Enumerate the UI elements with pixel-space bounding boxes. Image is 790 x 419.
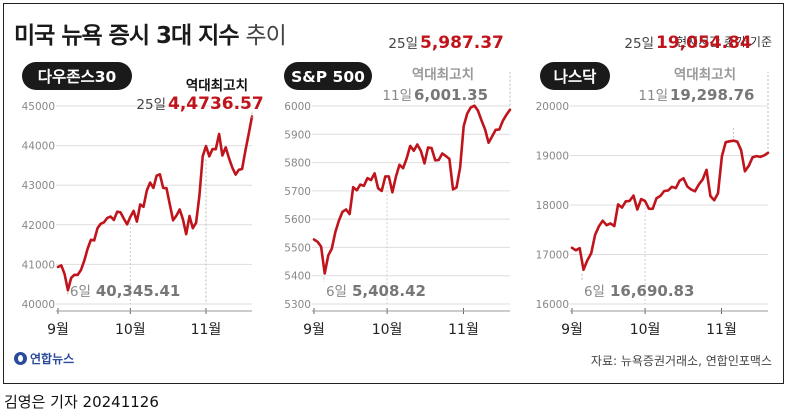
y-tick-label: 5700 bbox=[284, 186, 311, 198]
source-note: 자료: 뉴욕증권거래소, 연합인포맥스 bbox=[590, 354, 772, 368]
page-title: 미국 뉴욕 증시 3대 지수 추이 bbox=[14, 16, 287, 50]
low-date-label: 6일 bbox=[70, 284, 91, 300]
record-tag: 역대최고치 bbox=[674, 66, 736, 83]
high-date-label: 25일 bbox=[136, 97, 166, 113]
index-badge bbox=[22, 62, 132, 90]
prev-high-date-label: 11일 bbox=[638, 88, 668, 104]
y-tick-label: 5800 bbox=[284, 158, 311, 170]
logo-text: 연합뉴스 bbox=[30, 352, 75, 366]
prev-high-value-label: 19,298.76 bbox=[670, 86, 754, 104]
prev-high-value-label: 6,001.35 bbox=[414, 86, 488, 104]
low-value-label: 40,345.41 bbox=[96, 282, 180, 300]
x-tick-label: 10월 bbox=[115, 322, 146, 338]
record-tag: 역대최고치 bbox=[412, 66, 474, 83]
series-line bbox=[570, 139, 770, 272]
byline: 김영은 기자 20241126 bbox=[4, 393, 159, 411]
title-main: 미국 뉴욕 증시 3대 지수 bbox=[14, 23, 239, 49]
low-date-label: 6일 bbox=[326, 284, 347, 300]
y-tick-label: 5500 bbox=[284, 242, 311, 254]
index-badge-label: S&P 500 bbox=[291, 68, 365, 86]
y-tick-label: 5300 bbox=[284, 299, 311, 311]
y-tick-label: 41000 bbox=[22, 259, 55, 271]
y-tick-label: 43000 bbox=[22, 180, 55, 192]
record-tag: 역대최고치 bbox=[186, 77, 248, 94]
y-tick-label: 18000 bbox=[536, 200, 569, 212]
series-line bbox=[312, 104, 512, 275]
y-tick-label: 44000 bbox=[22, 141, 55, 153]
high-value-label: 19,054.84 bbox=[656, 33, 752, 53]
low-value-label: 5,408.42 bbox=[352, 282, 426, 300]
low-value-label: 16,690.83 bbox=[610, 282, 694, 300]
high-value-label: 4,4736.57 bbox=[168, 94, 264, 114]
y-tick-label: 45000 bbox=[22, 101, 55, 113]
y-tick-label: 20000 bbox=[536, 101, 569, 113]
x-tick-label: 10월 bbox=[630, 322, 661, 338]
x-tick-label: 11월 bbox=[706, 322, 737, 338]
index-badge-label: 다우존스30 bbox=[38, 68, 117, 86]
y-tick-label: 19000 bbox=[536, 151, 569, 163]
index-badge bbox=[284, 62, 372, 90]
index-badge-label: 나스닥 bbox=[554, 68, 598, 86]
logo: 연합뉴스 bbox=[14, 350, 74, 367]
x-tick-label: 9월 bbox=[47, 322, 69, 338]
x-tick-label: 11월 bbox=[448, 322, 479, 338]
infographic-frame bbox=[3, 3, 784, 384]
x-tick-label: 10월 bbox=[372, 322, 403, 338]
logo-mark-icon bbox=[14, 352, 27, 365]
high-date-label: 25일 bbox=[388, 36, 418, 52]
y-tick-label: 5600 bbox=[284, 214, 311, 226]
y-tick-label: 16000 bbox=[536, 299, 569, 311]
y-tick-label: 17000 bbox=[536, 250, 569, 262]
title-sub: 추이 bbox=[245, 23, 287, 49]
y-tick-label: 40000 bbox=[22, 299, 55, 311]
x-tick-label: 9월 bbox=[303, 322, 325, 338]
high-date-label: 25일 bbox=[624, 36, 654, 52]
index-badge bbox=[540, 62, 610, 90]
y-tick-label: 42000 bbox=[22, 220, 55, 232]
y-tick-label: 5900 bbox=[284, 129, 311, 141]
low-date-label: 6일 bbox=[584, 284, 605, 300]
x-tick-label: 11월 bbox=[191, 322, 222, 338]
y-tick-label: 5400 bbox=[284, 271, 311, 283]
y-tick-label: 6000 bbox=[284, 101, 311, 113]
basis-note: 현지시간 종가 기준 bbox=[676, 35, 772, 49]
x-tick-label: 9월 bbox=[561, 322, 583, 338]
series-line bbox=[56, 115, 254, 292]
prev-high-date-label: 11일 bbox=[382, 88, 412, 104]
high-value-label: 5,987.37 bbox=[420, 33, 504, 53]
